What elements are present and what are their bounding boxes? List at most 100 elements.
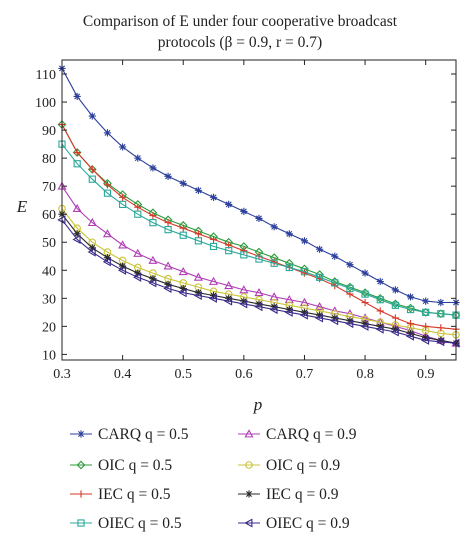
data-point <box>134 203 142 211</box>
data-point <box>73 148 81 157</box>
data-point <box>194 289 202 297</box>
data-point <box>239 299 248 309</box>
data-point <box>437 324 445 332</box>
legend-label: CARQ q = 0.5 <box>98 426 189 443</box>
data-point <box>361 319 369 328</box>
data-point <box>179 284 187 293</box>
data-point <box>422 297 430 305</box>
data-point <box>134 269 142 277</box>
legend-swatch-marker <box>77 490 85 498</box>
data-point <box>420 335 430 345</box>
y-axis: 10 20 30 40 50 60 70 80 90 100 110 <box>35 68 456 363</box>
plot-series <box>57 64 461 348</box>
data-point <box>240 207 248 216</box>
data-point <box>133 272 142 282</box>
data-point <box>133 248 143 257</box>
data-point <box>299 310 308 320</box>
legend-swatch-marker <box>245 461 253 469</box>
data-point <box>102 229 112 238</box>
data-point <box>406 329 415 337</box>
data-point <box>194 186 202 194</box>
data-point <box>269 304 278 315</box>
chart-title-line-2: protocols (β = 0.9, r = 0.7) <box>158 34 322 51</box>
data-point <box>300 308 309 316</box>
data-point <box>88 175 96 183</box>
data-point <box>391 301 399 309</box>
data-point <box>88 112 96 120</box>
x-tick-label: 0.3 <box>53 367 71 382</box>
data-point <box>437 310 445 318</box>
data-point <box>88 244 96 252</box>
data-point <box>209 193 218 201</box>
data-point <box>194 237 202 245</box>
data-point <box>149 164 157 172</box>
data-point <box>149 219 157 227</box>
x-axis: 0.3 0.4 0.5 0.6 0.7 0.8 0.9 <box>53 60 434 382</box>
data-point <box>391 314 399 322</box>
data-point <box>270 259 278 267</box>
data-point <box>300 268 309 276</box>
data-point <box>193 290 202 301</box>
data-point <box>316 311 324 319</box>
data-point <box>149 212 157 220</box>
data-point <box>209 242 218 251</box>
data-point <box>179 224 187 232</box>
data-point <box>88 165 96 173</box>
data-point <box>178 288 187 298</box>
series-line <box>61 143 457 316</box>
data-point <box>331 314 339 322</box>
data-point <box>119 262 127 270</box>
x-tick-label: 0.5 <box>174 367 192 382</box>
data-point <box>254 302 263 312</box>
y-tick-label: 110 <box>36 68 56 83</box>
legend-item: CARQ q = 0.5 <box>70 426 189 443</box>
data-point <box>193 272 203 281</box>
data-point <box>331 252 339 260</box>
legend-label: OIC q = 0.5 <box>98 457 172 474</box>
series-line <box>61 185 457 344</box>
x-axis-label: p <box>253 395 263 414</box>
data-point <box>376 296 384 304</box>
data-point <box>164 280 172 288</box>
data-point <box>346 284 354 293</box>
data-point <box>255 300 263 308</box>
data-point <box>437 298 445 307</box>
data-point <box>361 269 369 277</box>
data-point <box>240 247 248 255</box>
data-point <box>179 179 187 187</box>
data-point <box>254 287 264 297</box>
data-point <box>103 181 112 189</box>
data-point <box>224 280 234 290</box>
data-point <box>225 294 233 302</box>
data-point <box>73 92 81 101</box>
series-3 <box>58 204 460 339</box>
series-line <box>61 213 457 344</box>
series-line <box>61 208 457 336</box>
data-point <box>406 293 415 301</box>
data-point <box>345 319 354 329</box>
series-line <box>61 124 457 330</box>
data-point <box>148 278 157 288</box>
data-point <box>300 237 309 245</box>
data-point <box>376 322 384 330</box>
data-point <box>240 297 248 305</box>
data-point <box>422 322 430 330</box>
data-point <box>361 298 369 307</box>
legend-item: IEC q = 0.9 <box>238 486 339 503</box>
data-point <box>285 263 293 272</box>
data-point <box>87 247 96 257</box>
data-point <box>119 143 127 151</box>
y-tick-label: 10 <box>42 348 56 363</box>
data-point <box>72 234 81 244</box>
x-tick-label: 0.7 <box>296 367 314 382</box>
data-point <box>178 266 188 276</box>
x-tick-label: 0.4 <box>114 367 132 382</box>
legend-swatch-marker <box>245 490 253 498</box>
x-tick-label: 0.6 <box>235 367 253 382</box>
data-point <box>406 319 415 328</box>
data-point <box>164 219 172 227</box>
data-point <box>163 283 172 294</box>
data-point <box>209 235 218 244</box>
legend-label: OIC q = 0.9 <box>266 457 340 474</box>
series-line <box>61 124 457 316</box>
